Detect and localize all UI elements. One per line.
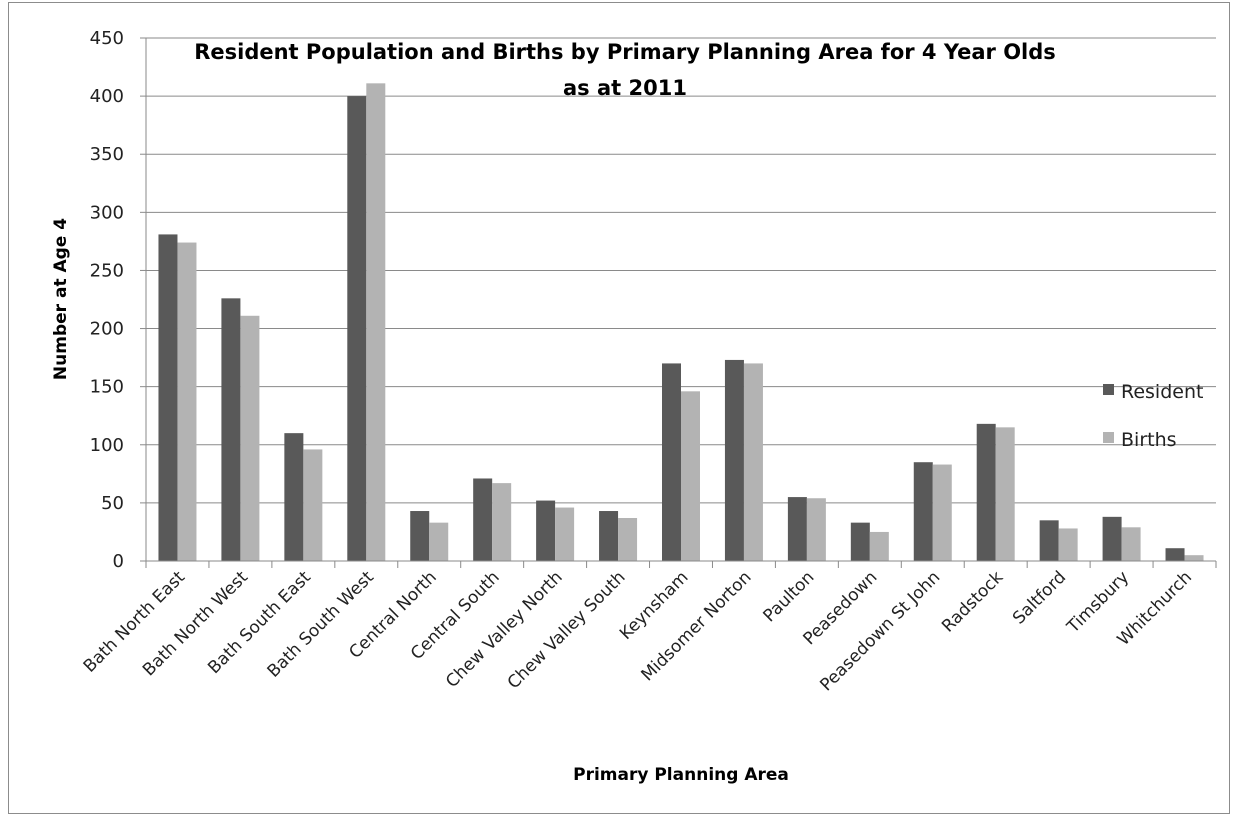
- x-tick-label: Chew Valley South: [504, 567, 630, 693]
- y-tick-labels: 0 50 100 150 200 250 300 350 400 450: [90, 28, 146, 572]
- bar-resident-bath-north-west: [221, 298, 241, 561]
- bar-births-saltford: [1058, 528, 1078, 561]
- bar-resident-bath-south-east: [284, 433, 304, 561]
- y-tick-label: 0: [113, 551, 124, 572]
- x-tick-label: Paulton: [760, 567, 819, 626]
- chart-title-line1: Resident Population and Births by Primar…: [194, 40, 1056, 64]
- bars: [158, 83, 1204, 562]
- bar-resident-bath-south-west: [347, 96, 367, 561]
- chart-frame: [8, 2, 1230, 814]
- chart-title-line2: as at 2011: [563, 76, 687, 100]
- bar-births-timsbury: [1121, 527, 1141, 561]
- bar-resident-central-south: [473, 478, 493, 561]
- bar-resident-chew-valley-south: [599, 511, 619, 561]
- bar-births-chew-valley-south: [618, 517, 638, 561]
- y-tick-label: 400: [90, 86, 124, 107]
- bar-births-peasedown-st-john: [932, 464, 952, 561]
- bar-resident-bath-north-east: [158, 234, 178, 561]
- x-tick-label: Peasedown St John: [816, 567, 944, 695]
- bar-births-midsomer-norton: [743, 363, 763, 561]
- legend: Resident Births: [1103, 381, 1203, 451]
- bar-resident-saltford: [1039, 520, 1059, 561]
- y-tick-label: 300: [90, 202, 124, 223]
- legend-swatch-resident: [1103, 384, 1114, 395]
- bar-births-bath-south-west: [366, 83, 386, 562]
- bar-resident-peasedown-st-john: [913, 462, 933, 561]
- y-tick-label: 450: [90, 28, 124, 49]
- y-tick-label: 100: [90, 435, 124, 456]
- bar-resident-keynsham: [662, 363, 681, 561]
- legend-label-births: Births: [1121, 429, 1177, 451]
- legend-label-resident: Resident: [1121, 381, 1203, 403]
- x-tick-label: Chew Valley North: [442, 567, 566, 691]
- bar-births-radstock: [995, 427, 1015, 561]
- bar-resident-midsomer-norton: [724, 359, 744, 561]
- y-tick-label: 250: [90, 260, 124, 281]
- bar-resident-timsbury: [1102, 516, 1122, 561]
- y-tick-label: 200: [90, 319, 124, 340]
- x-tick-label: Saltford: [1009, 567, 1070, 628]
- x-tick-label: Bath South West: [264, 567, 378, 681]
- bar-resident-paulton: [787, 497, 807, 561]
- gridlines: [146, 37, 1216, 504]
- bar-resident-central-north: [410, 511, 430, 561]
- bar-births-chew-valley-north: [555, 507, 575, 561]
- bar-resident-whitchurch: [1165, 548, 1185, 561]
- bar-resident-radstock: [976, 423, 996, 561]
- bar-births-keynsham: [681, 391, 700, 561]
- bar-births-central-south: [492, 483, 512, 561]
- bar-births-whitchurch: [1184, 555, 1204, 561]
- x-tick-label: Bath North West: [139, 567, 252, 680]
- y-tick-label: 350: [90, 144, 124, 165]
- bar-resident-peasedown: [850, 522, 870, 561]
- x-axis-title: Primary Planning Area: [573, 765, 789, 785]
- y-axis-title: Number at Age 4: [51, 218, 71, 380]
- bar-births-paulton: [806, 498, 826, 561]
- bar-births-peasedown: [869, 531, 889, 561]
- bar-resident-chew-valley-north: [536, 500, 556, 561]
- legend-swatch-births: [1103, 432, 1114, 443]
- bar-births-bath-north-east: [177, 242, 197, 561]
- y-tick-label: 50: [101, 493, 124, 514]
- x-tick-label: Radstock: [938, 567, 1007, 636]
- y-tick-label: 150: [90, 377, 124, 398]
- axes: [145, 38, 1217, 568]
- bar-births-central-north: [429, 522, 449, 561]
- bar-births-bath-north-west: [240, 315, 260, 561]
- bar-births-bath-south-east: [303, 449, 323, 561]
- x-tick-label: Midsomer Norton: [638, 567, 756, 685]
